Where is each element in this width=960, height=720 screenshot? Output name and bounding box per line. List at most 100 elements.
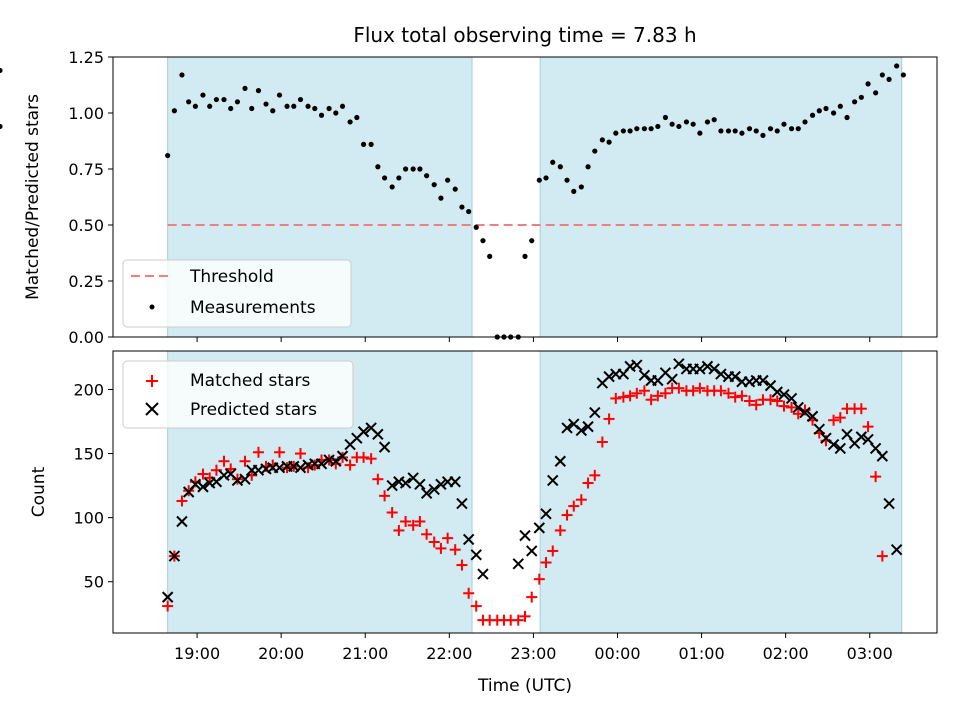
predicted-point [420,487,433,499]
predicted-point [399,477,412,489]
matched-point [379,490,391,502]
top-axes-ticks: 0.00 0.25 0.50 0.75 1.00 1.25 [68,48,871,347]
matched-point [407,519,419,531]
matched-point [631,387,643,399]
predicted-point-b [575,424,588,437]
matched-point [393,524,405,536]
predicted-point-b [252,464,265,476]
measurement-point [844,114,850,121]
measurement-point [270,108,276,114]
predicted-point [666,373,678,385]
bottom-shaded-region [539,350,903,634]
matched-point [778,400,790,412]
measurement-point [291,103,297,109]
measurement-point [417,166,423,172]
measurement-point [543,175,549,181]
measurement-point [613,130,619,136]
measurement-point [641,126,647,132]
chart-title: Flux total observing time = 7.83 h [353,23,696,47]
measurement-point [381,175,388,181]
measurement-point [318,112,325,118]
matched-point [162,600,174,612]
bottom-ytick-label: 100 [73,509,104,528]
measurement-point [536,177,542,183]
measurement-point [207,103,213,109]
matched-point [554,524,566,536]
matched-point [225,463,237,475]
measurement-point [354,114,360,121]
predicted-point [330,455,342,467]
predicted-point-b [407,472,419,484]
matched-point [218,455,230,467]
measurement-point [809,112,816,118]
matched-point [526,591,538,603]
predicted-point-b [372,428,384,441]
bottom-panel: 50 100 150 200 19:00 20:00 21:00 22:00 23:00 00:0… [29,350,938,696]
matched-point [862,421,874,433]
predicted-point-b [197,481,209,493]
measurement-point [739,130,745,136]
predicted-point [554,455,567,467]
predicted-point-b [456,497,468,510]
matched-point [561,509,573,521]
predicted-point-b [890,543,903,556]
measurement-point [599,137,605,143]
measurement-point [781,121,787,127]
measurement-point [165,152,171,159]
predicted-point-b [168,550,181,562]
matched-point [603,413,615,425]
measurement-point [732,128,738,134]
matched-point [673,382,685,394]
predicted-point [197,481,209,493]
predicted-point [638,369,651,382]
predicted-point [582,420,594,433]
measurement-point [879,72,885,78]
matched-point [239,455,251,467]
predicted-point [189,478,202,491]
matched-point [386,507,398,519]
bottom-xtick-label: 00:00 [594,644,640,663]
measurement-point [592,148,598,154]
predicted-point [519,529,531,542]
measurement-point [312,105,318,112]
predicted-point [386,479,398,492]
measurement-point [410,166,416,172]
predicted-point-b [694,363,706,375]
matched-point [400,515,412,527]
bottom-xtick-label: 20:00 [258,644,304,663]
matched-point [449,544,461,556]
predicted-point-b [729,370,741,383]
bottom-legend: Matched stars Predicted stars [122,360,354,429]
matched-point [610,392,622,404]
matched-point [596,436,608,448]
matched-point [252,446,264,458]
predicted-point [428,483,440,496]
predicted-point-b [420,487,433,499]
matched-point [568,500,580,512]
measurement-point [725,128,732,134]
predicted-point-b [799,406,811,419]
measurement-point [333,110,339,116]
matched-point [870,471,882,483]
predicted-point [729,370,741,383]
top-ytick-label: 0.00 [68,328,104,347]
predicted-point [771,386,783,398]
predicted-point-b [399,477,412,489]
predicted-point-b [294,461,307,474]
measurement-point [171,108,177,114]
predicted-point [239,473,251,485]
matched-point [589,469,601,481]
predicted-point [456,497,468,510]
bottom-xtick-label: 19:00 [174,644,220,663]
measurement-point [676,123,682,130]
predicted-point-b [428,483,440,496]
measurement-point [627,128,633,134]
measurement-point [480,238,486,244]
matched-point [344,459,356,471]
predicted-point [715,368,727,380]
measurement-point [894,63,900,69]
measurement-point [655,123,661,130]
measurement-point [697,130,703,136]
measurement-point [249,105,255,112]
predicted-point [708,363,720,375]
